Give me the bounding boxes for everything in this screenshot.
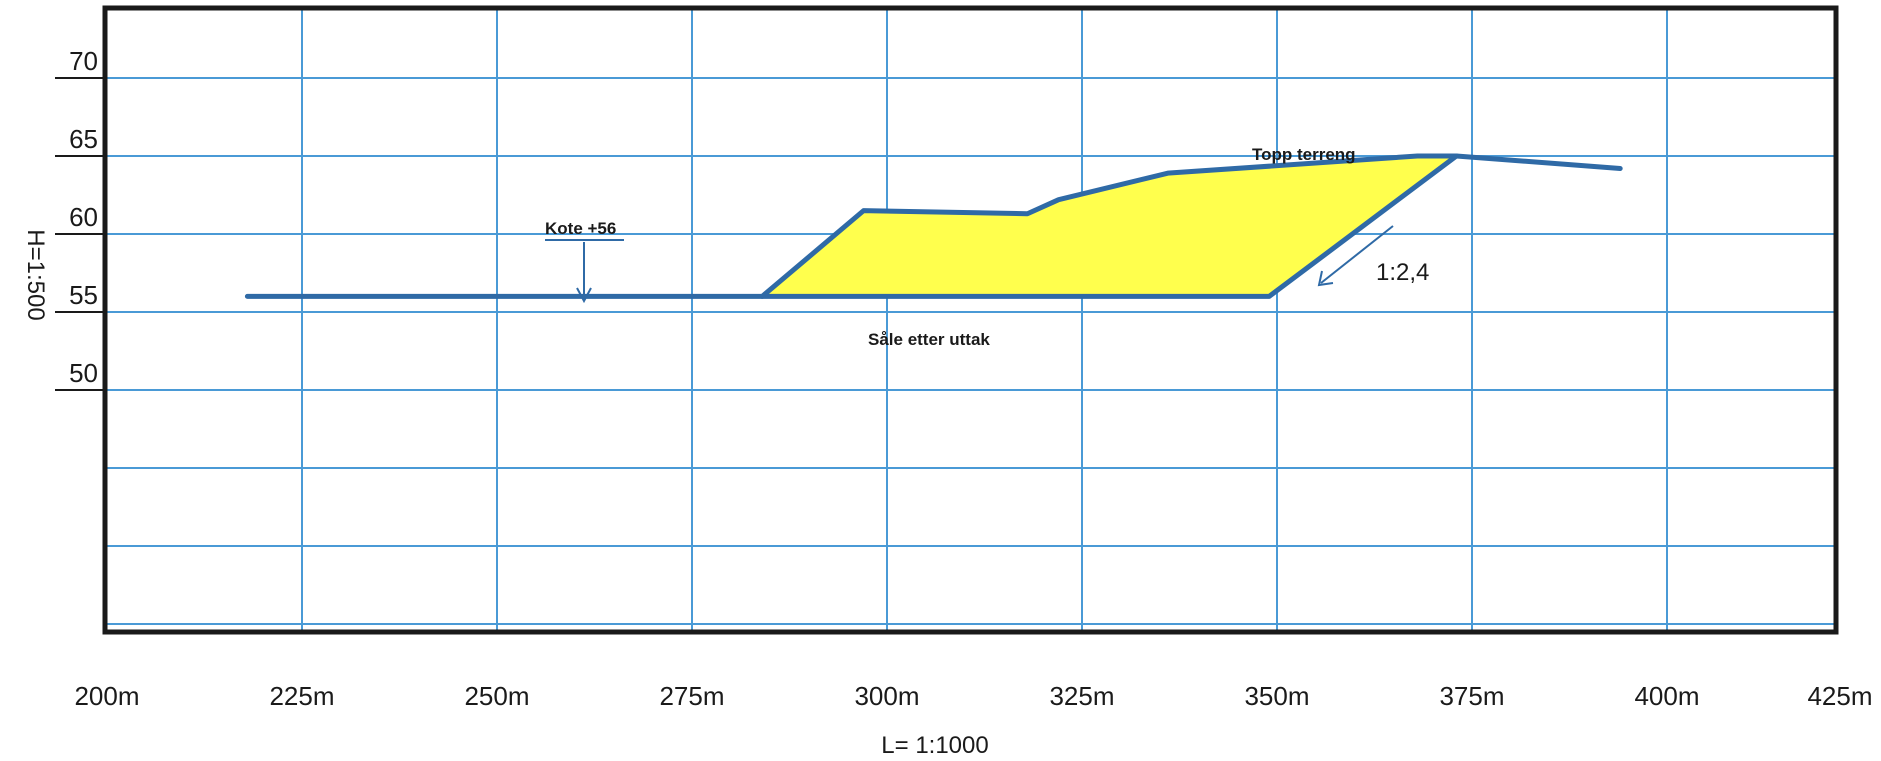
plot-frame [102,5,1839,635]
topp-terreng-label: Topp terreng [1252,145,1356,164]
excavation-area [762,156,1457,297]
terrain-top-line [759,153,1459,299]
y-axis-ticks: 50 55 60 65 70 [55,46,107,391]
y-axis-label: H=1:500 [22,229,49,320]
x-tick-label: 225m [269,681,334,711]
x-tick-label: 200m [74,681,139,711]
x-tick-label: 350m [1244,681,1309,711]
y-tick-label: 50 [69,358,98,388]
y-tick-label: 60 [69,202,98,232]
x-tick-label: 325m [1049,681,1114,711]
x-axis-label: L= 1:1000 [881,732,988,759]
slope-arrow-shaft [1320,225,1394,284]
x-tick-label: 425m [1807,681,1872,711]
kote-arrow-head [576,287,592,304]
x-tick-label: 275m [659,681,724,711]
y-tick-label: 65 [69,124,98,154]
profile-lines [244,153,1623,299]
y-tick-label: 55 [69,280,98,310]
x-tick-label: 400m [1634,681,1699,711]
sale-label: Såle etter uttak [868,330,990,349]
grid-lines [107,10,1834,630]
x-tick-label: 250m [464,681,529,711]
kote-label: Kote +56 [545,219,616,238]
x-tick-label: 300m [854,681,919,711]
slope-arrow-head [1317,270,1334,287]
ground-profile-line [244,153,1623,299]
y-tick-label: 70 [69,46,98,76]
x-tick-label: 375m [1439,681,1504,711]
x-axis-ticks: 200m 225m 250m 275m 300m 325m 350m 375m 400m 425m [74,681,1872,711]
slope-ratio-label: 1:2,4 [1376,259,1429,286]
